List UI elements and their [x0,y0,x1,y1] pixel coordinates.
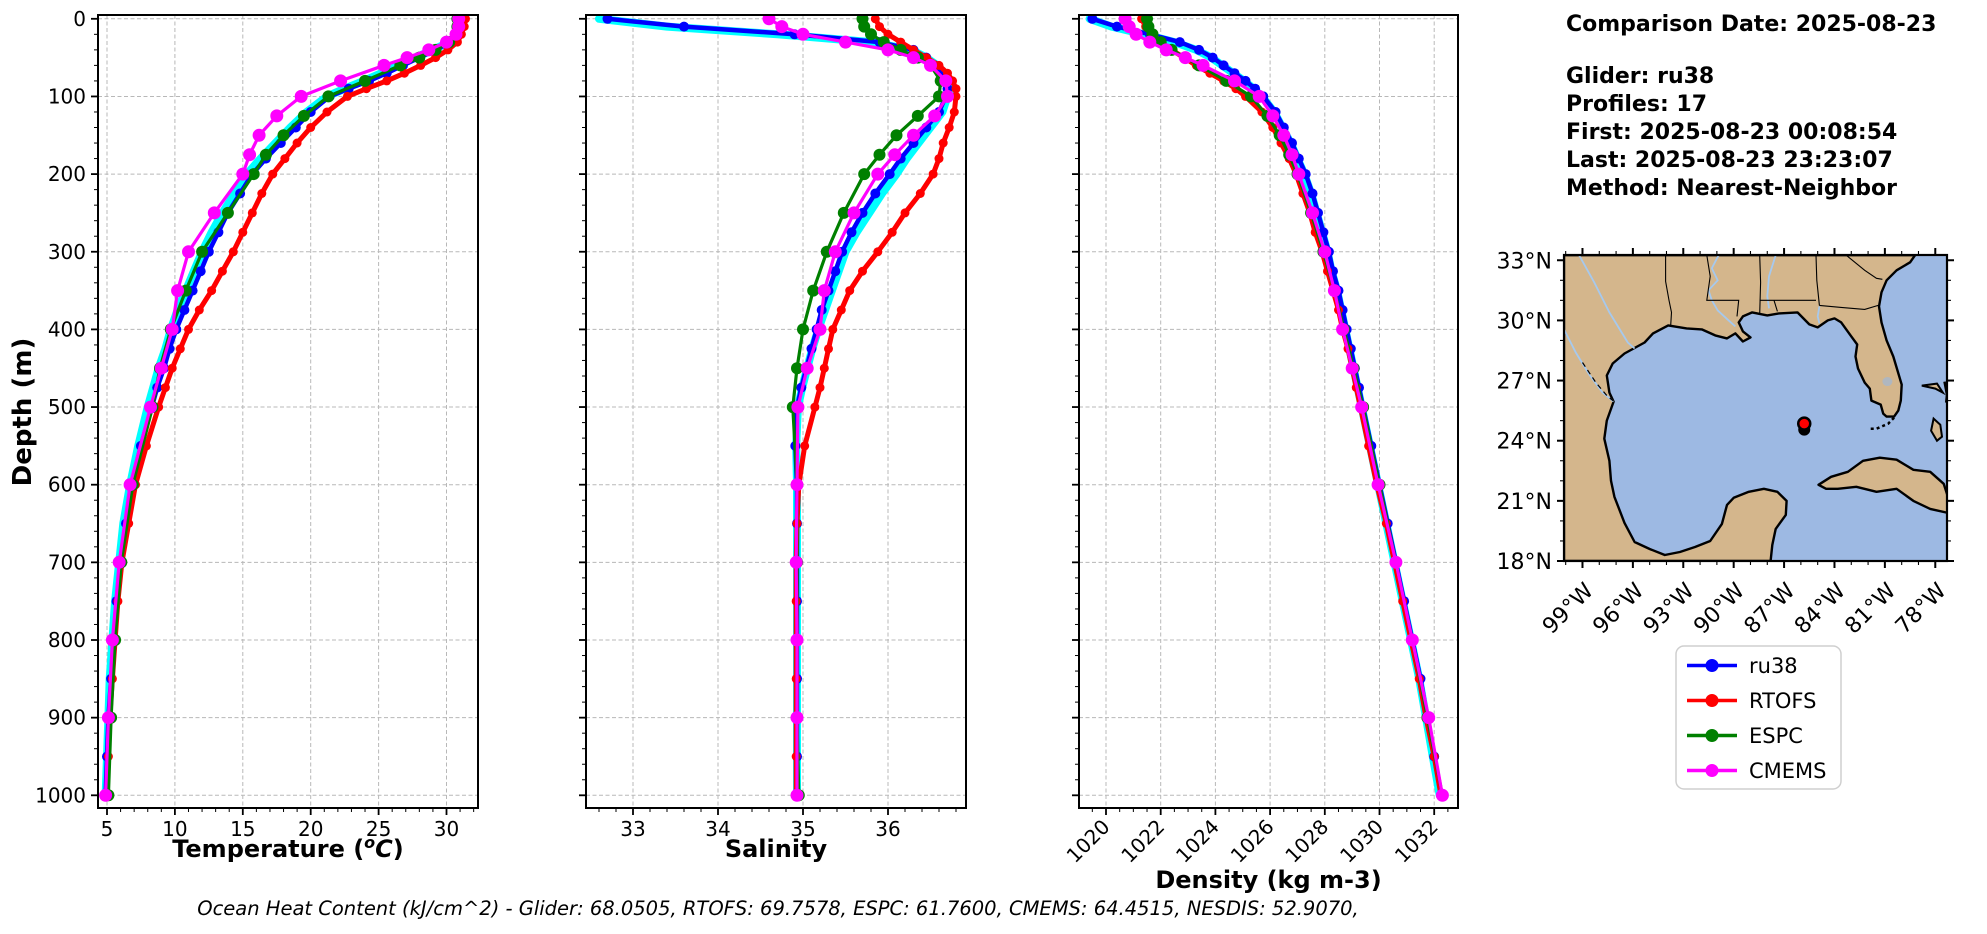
svg-text:1020: 1020 [1062,815,1115,868]
map-river [1707,255,1736,328]
salinity-plot-series-RTOFS [791,15,961,800]
map-state-border [1759,255,1762,315]
legend-label: ESPC [1749,724,1803,748]
svg-text:0: 0 [73,7,86,31]
svg-text:10: 10 [162,817,187,841]
comparison-date-text: Comparison Date: 2025-08-23 [1566,12,1937,37]
legend-entry-RTOFS: RTOFS [1687,689,1816,713]
svg-text:1030: 1030 [1335,815,1388,868]
map-land-cuba [1817,456,1947,514]
map-state-border [1815,255,1820,306]
svg-text:20: 20 [298,817,323,841]
map-country-border [1582,362,1614,402]
info-panel: Comparison Date: 2025-08-23 Glider: ru38… [1566,11,1936,203]
map-island [1921,382,1946,396]
y-axis-label: Depth (m) [8,337,38,487]
svg-text:25: 25 [366,817,391,841]
glider-name-text: Glider: ru38 [1566,64,1715,89]
last-profile-text: Last: 2025-08-23 23:23:07 [1566,148,1893,173]
temperature-plot: 5 10 15 20 25 3001002003004005006007008009001… [35,7,479,863]
map-lon-tick-label: 90°W [1689,578,1750,639]
svg-text:30: 30 [434,817,459,841]
temperature-axis-label: Temperature (oC) [172,833,404,863]
map-lat-tick-label: 24°N [1497,430,1552,455]
legend-entry-ru38: ru38 [1687,654,1798,678]
map-island [1930,416,1944,443]
map-lat-tick-label: 33°N [1497,249,1552,274]
map-lon-tick-label: 81°W [1840,578,1901,639]
map-lat-tick-label: 18°N [1497,550,1552,575]
svg-text:1024: 1024 [1171,815,1224,868]
map-river [1578,255,1636,350]
map-lat-tick-label: 21°N [1497,490,1552,515]
svg-text:100: 100 [48,84,86,108]
svg-text:1026: 1026 [1226,815,1279,868]
map-state-border [1773,300,1778,312]
svg-text:36: 36 [875,817,900,841]
legend-label: RTOFS [1749,689,1816,713]
svg-text:500: 500 [48,395,86,419]
profiles-count-text: Profiles: 17 [1566,92,1708,117]
map-state-border [1845,255,1883,280]
temperature-plot-series-CMEMS [99,15,466,802]
ocean-heat-content-note: Ocean Heat Content (kJ/cm^2) - Glider: 6… [197,897,1359,920]
map-state-border [1819,304,1879,310]
svg-text:200: 200 [48,162,86,186]
map-lake [1882,377,1893,387]
map-river [1816,306,1821,324]
svg-text:700: 700 [48,550,86,574]
map-florida-keys [1868,416,1895,430]
method-text: Method: Nearest-Neighbor [1566,176,1897,201]
map-river [1766,255,1777,309]
svg-text:15: 15 [230,817,255,841]
salinity-plot-series-CMEMS [762,15,954,802]
map-state-border [1665,255,1673,326]
svg-text:1028: 1028 [1280,815,1333,868]
legend: ru38 RTOFS ESPC CMEMS [1675,645,1842,790]
map-lat-tick-label: 27°N [1497,370,1552,395]
salinity-plot-axis-label: Salinity [725,835,828,863]
density-plot-series-CMEMS [1118,15,1449,802]
legend-entry-CMEMS: CMEMS [1687,759,1827,783]
legend-entry-ESPC: ESPC [1687,724,1803,748]
legend-label: ru38 [1749,654,1798,678]
svg-text:35: 35 [790,817,815,841]
svg-text:400: 400 [48,317,86,341]
svg-text:800: 800 [48,628,86,652]
salinity-plot: 33 34 35 36 Salinity [579,14,967,863]
first-profile-text: First: 2025-08-23 00:08:54 [1566,120,1898,145]
svg-text:900: 900 [48,706,86,730]
density-plot-axis-label: Density (kg m-3) [1155,866,1381,894]
svg-text:33: 33 [620,817,645,841]
map-lon-tick-label: 93°W [1639,578,1700,639]
map-state-border [1706,255,1740,317]
map-land-mainland [1564,255,1917,561]
gulf-map: 33°N 30°N 27°N 24°N 21°N 18°N 99°W96°W93°W90°W… [1497,248,1954,639]
svg-text:1000: 1000 [35,783,86,807]
svg-text:34: 34 [705,817,730,841]
svg-text:5: 5 [101,817,114,841]
map-lat-tick-label: 30°N [1497,309,1552,334]
map-lon-tick-label: 84°W [1790,578,1851,639]
density-plot: 1020 1022 1024 1026 1028 1030 1032 Density (kg … [1062,14,1459,894]
map-lon-tick-label: 99°W [1538,578,1599,639]
svg-text:1022: 1022 [1116,815,1169,868]
svg-text:600: 600 [48,473,86,497]
svg-text:300: 300 [48,240,86,264]
legend-label: CMEMS [1749,759,1827,783]
map-lon-tick-label: 87°W [1740,578,1801,639]
map-lon-tick-label: 96°W [1588,578,1649,639]
svg-text:1032: 1032 [1390,815,1443,868]
map-lon-tick-label: 78°W [1891,578,1952,639]
glider-location-marker [1796,416,1812,431]
